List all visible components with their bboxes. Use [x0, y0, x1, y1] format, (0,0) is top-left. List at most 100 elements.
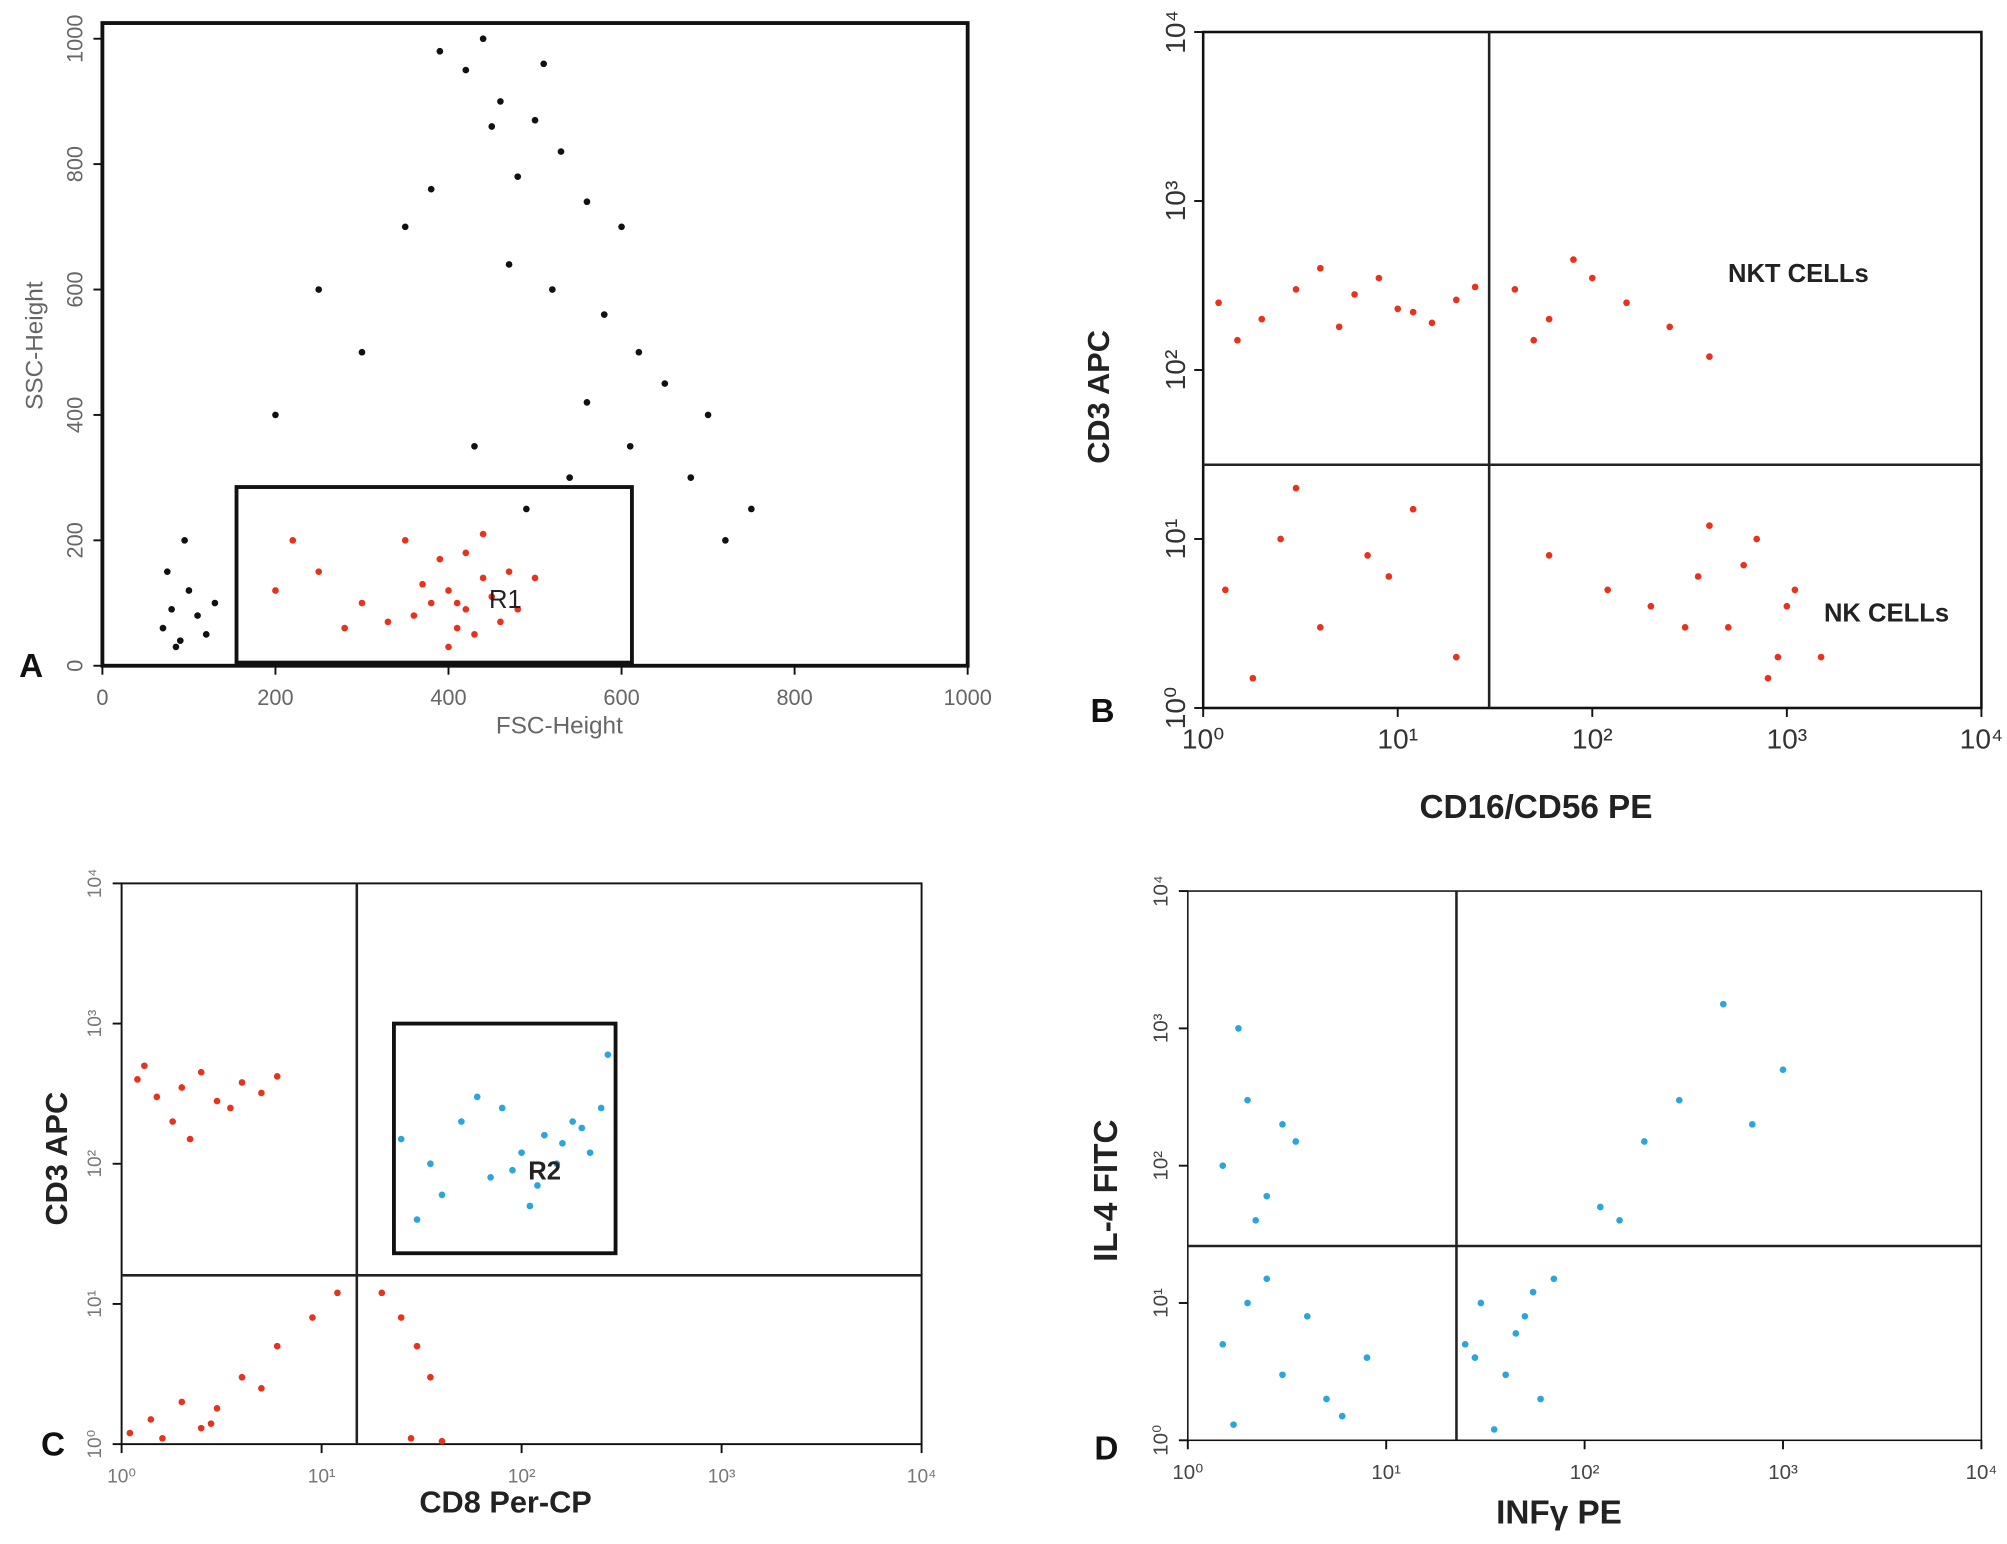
event-dot	[471, 631, 478, 638]
plot-frame	[120, 882, 923, 1446]
x-tick-label: 10⁴	[1966, 1461, 1998, 1484]
event-dot	[315, 286, 323, 293]
event-dot	[1596, 1203, 1604, 1211]
event-dot	[1471, 283, 1479, 291]
event-dot	[413, 1342, 421, 1350]
event-dot	[169, 1118, 176, 1125]
event-dot	[407, 1435, 415, 1442]
x-tick-label: 10¹	[308, 1467, 336, 1488]
event-dot	[1230, 1421, 1237, 1428]
x-tick-label: 10³	[708, 1467, 736, 1488]
event-dot	[258, 1089, 265, 1097]
event-dot	[479, 35, 487, 43]
y-tick-label: 10⁰	[1160, 687, 1191, 730]
panel-letter: B	[1091, 693, 1115, 730]
event-dot	[445, 587, 452, 594]
event-dot	[600, 311, 608, 318]
event-dot	[419, 580, 426, 588]
panel: 10⁰ 10¹ 10² 10³ 10⁴ 10⁰ 10¹ 10² 10³ 10⁴ NKT CELLs N…	[1081, 10, 2003, 826]
event-dot	[1719, 1000, 1727, 1008]
event-dot	[597, 1104, 605, 1112]
event-dot	[1292, 484, 1300, 492]
event-dot	[1779, 1066, 1787, 1074]
event-dot	[384, 618, 392, 626]
event-dot	[488, 123, 496, 130]
panel-letter: A	[19, 648, 43, 685]
event-dot	[397, 1314, 405, 1321]
event-dot	[427, 1160, 434, 1168]
event-dot	[1215, 299, 1222, 307]
x-tick-label: 10¹	[1371, 1461, 1401, 1484]
event-dot	[566, 474, 573, 481]
event-dot	[1641, 1138, 1648, 1145]
x-tick-label: 800	[776, 685, 812, 710]
event-dot	[559, 1139, 566, 1147]
event-dot	[1817, 653, 1825, 661]
y-tick-label: 200	[63, 522, 88, 558]
event-dot	[401, 537, 409, 544]
event-dot	[211, 599, 219, 607]
y-tick-label: 10¹	[1160, 519, 1191, 560]
event-dot	[1502, 1371, 1509, 1379]
plot-frame	[1187, 890, 1983, 1442]
event-dot	[207, 1420, 215, 1427]
y-tick-label: 600	[63, 271, 88, 307]
event-dot	[526, 1202, 534, 1210]
x-axis-label: CD16/CD56 PE	[1419, 789, 1652, 826]
y-tick-label: 400	[63, 397, 88, 433]
event-dot	[410, 612, 418, 619]
event-dot	[273, 1073, 281, 1080]
event-dot	[583, 399, 591, 406]
event-dot	[227, 1104, 234, 1112]
event-dot	[378, 1289, 386, 1297]
event-dot	[488, 593, 496, 601]
x-tick-label: 600	[603, 685, 639, 710]
event-dot	[1740, 561, 1748, 569]
x-tick-label: 10⁴	[1960, 724, 2003, 755]
event-dot	[1338, 1412, 1346, 1420]
event-dot	[704, 411, 712, 419]
event-dot	[436, 555, 444, 563]
event-dot	[1675, 1096, 1683, 1104]
plot-frame	[100, 21, 970, 668]
event-dot	[458, 1118, 465, 1125]
event-dot	[1244, 1096, 1251, 1104]
event-dot	[213, 1097, 221, 1105]
event-dot	[531, 116, 539, 124]
event-dot	[1364, 552, 1371, 559]
event-dot	[1351, 291, 1358, 298]
x-tick-label: 200	[257, 685, 293, 710]
x-tick-label: 10⁰	[107, 1467, 136, 1488]
event-dot	[514, 605, 522, 613]
event-dot	[438, 1191, 446, 1199]
event-dot	[661, 380, 669, 387]
event-dot	[462, 605, 470, 613]
x-axis-label: CD8 Per-CP	[419, 1484, 591, 1519]
event-dot	[462, 549, 470, 557]
event-dot	[1258, 315, 1266, 323]
y-tick-label: 10³	[1160, 181, 1191, 222]
event-dot	[1545, 552, 1553, 559]
event-dot	[1537, 1395, 1544, 1403]
event-dot	[202, 631, 210, 638]
event-dot	[258, 1385, 265, 1392]
event-dot	[1529, 1288, 1537, 1296]
event-dot	[1316, 264, 1324, 272]
event-dot	[1323, 1395, 1330, 1403]
event-dot	[1335, 323, 1343, 331]
y-tick-label: 1000	[63, 15, 88, 63]
event-dot	[1604, 586, 1612, 594]
event-dot	[273, 1342, 281, 1350]
event-dot	[1791, 586, 1799, 594]
event-dot	[334, 1289, 341, 1297]
event-dot	[479, 530, 487, 538]
event-dot	[1477, 1299, 1485, 1307]
event-dot	[272, 411, 279, 419]
y-tick-label: 10²	[85, 1149, 106, 1177]
event-dot	[1748, 1121, 1756, 1128]
x-tick-label: 10¹	[1377, 724, 1418, 755]
gate-label: R1	[489, 586, 522, 614]
y-tick-label: 0	[63, 660, 88, 672]
y-tick-label: 10¹	[1150, 1288, 1173, 1318]
x-tick-label: 1000	[943, 685, 991, 710]
